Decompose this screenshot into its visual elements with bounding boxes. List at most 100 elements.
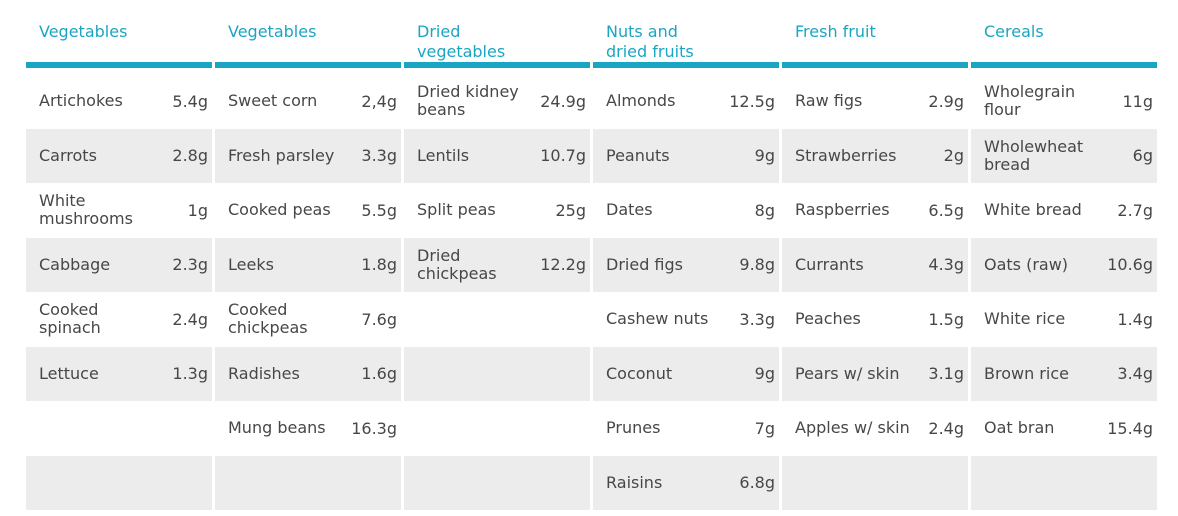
- table-row: Peanuts 9g: [593, 128, 779, 183]
- table-row: Pears w/ skin 3.1g: [782, 346, 968, 401]
- header-underline: [782, 62, 968, 68]
- table-row: Sweet corn 2,4g: [215, 74, 401, 129]
- column-cereals: Cereals Wholegrain flour 11g Wholewheat b…: [971, 0, 1157, 510]
- table-row: Dried chickpeas 12.2g: [404, 237, 590, 292]
- fiber-value: 12.2g: [540, 255, 586, 275]
- column-header-label: Nuts and dried fruits: [606, 22, 694, 61]
- column-rows: Raw figs 2.9g Strawberries 2g Raspberries 6…: [782, 74, 968, 510]
- fiber-value: 9g: [754, 364, 775, 384]
- column-header-label: Cereals: [984, 22, 1044, 41]
- table-row: Fresh parsley 3.3g: [215, 128, 401, 183]
- food-name: Sweet corn: [228, 91, 318, 111]
- food-name: Coconut: [606, 363, 673, 383]
- fiber-value: 1.4g: [1117, 309, 1153, 329]
- column-rows: Dried kidney beans 24.9g Lentils 10.7g Spl…: [404, 74, 590, 510]
- fiber-value: 2.4g: [928, 418, 964, 438]
- table-row: Lettuce 1.3g: [26, 346, 212, 401]
- food-name: Raisins: [606, 472, 663, 492]
- table-row: Cooked peas 5.5g: [215, 183, 401, 238]
- table-row: White bread 2.7g: [971, 183, 1157, 238]
- fiber-value: 1.3g: [172, 364, 208, 384]
- food-name: Strawberries: [795, 145, 897, 165]
- food-name: Artichokes: [39, 91, 123, 111]
- table-row: Brown rice 3.4g: [971, 346, 1157, 401]
- food-name: White rice: [984, 309, 1066, 329]
- fiber-value: 8g: [754, 200, 775, 220]
- food-name: Cooked peas: [228, 200, 331, 220]
- fiber-value: 5.4g: [172, 91, 208, 111]
- fiber-value: 5.5g: [361, 200, 397, 220]
- table-row: [971, 455, 1157, 510]
- fiber-value: 1.8g: [361, 255, 397, 275]
- column-header-label: Vegetables: [39, 22, 128, 41]
- table-row: Raisins 6.8g: [593, 455, 779, 510]
- table-row: Strawberries 2g: [782, 128, 968, 183]
- food-name: Cooked chickpeas: [228, 300, 308, 338]
- table-row: Radishes 1.6g: [215, 346, 401, 401]
- table-row: Wholewheat bread 6g: [971, 128, 1157, 183]
- fiber-value: 3.1g: [928, 364, 964, 384]
- table-row: Carrots 2.8g: [26, 128, 212, 183]
- food-name: Lentils: [417, 145, 470, 165]
- table-row: Mung beans 16.3g: [215, 401, 401, 456]
- fiber-value: 12.5g: [729, 91, 775, 111]
- column-header: Vegetables: [26, 0, 212, 68]
- table-row: Lentils 10.7g: [404, 128, 590, 183]
- column-header-label: Vegetables: [228, 22, 317, 41]
- table-row: [404, 346, 590, 401]
- food-name: Dates: [606, 200, 653, 220]
- column-header: Vegetables: [215, 0, 401, 68]
- fiber-value: 2.9g: [928, 91, 964, 111]
- fiber-value: 4.3g: [928, 255, 964, 275]
- column-header: Fresh fruit: [782, 0, 968, 68]
- fiber-value: 7.6g: [361, 309, 397, 329]
- fiber-value: 6.5g: [928, 200, 964, 220]
- table-row: Almonds 12.5g: [593, 74, 779, 129]
- table-row: Coconut 9g: [593, 346, 779, 401]
- fiber-value: 15.4g: [1107, 418, 1153, 438]
- food-name: Pears w/ skin: [795, 363, 900, 383]
- column-rows: Artichokes 5.4g Carrots 2.8g White mushroo…: [26, 74, 212, 510]
- fiber-value: 2.7g: [1117, 200, 1153, 220]
- food-name: Lettuce: [39, 363, 99, 383]
- food-name: Fresh parsley: [228, 145, 335, 165]
- food-name: Peaches: [795, 309, 861, 329]
- column-vegetables-2: Vegetables Sweet corn 2,4g Fresh parsley 3…: [215, 0, 401, 510]
- column-rows: Almonds 12.5g Peanuts 9g Dates 8g Dried fig…: [593, 74, 779, 510]
- fiber-value: 1g: [187, 200, 208, 220]
- fiber-value: 1.6g: [361, 364, 397, 384]
- food-name: Oats (raw): [984, 254, 1069, 274]
- table-row: [404, 292, 590, 347]
- fiber-value: 10.6g: [1107, 255, 1153, 275]
- fiber-value: 9.8g: [739, 255, 775, 275]
- food-name: Wholegrain flour: [984, 82, 1076, 120]
- fiber-value: 3.4g: [1117, 364, 1153, 384]
- table-row: Oats (raw) 10.6g: [971, 237, 1157, 292]
- table-row: Peaches 1.5g: [782, 292, 968, 347]
- food-name: Apples w/ skin: [795, 418, 910, 438]
- table-row: [404, 401, 590, 456]
- table-row: [404, 455, 590, 510]
- fiber-value: 11g: [1122, 91, 1153, 111]
- fiber-value: 16.3g: [351, 418, 397, 438]
- table-row: [26, 401, 212, 456]
- food-name: Raw figs: [795, 91, 863, 111]
- fiber-value: 7g: [754, 418, 775, 438]
- column-dried-vegetables: Dried vegetables Dried kidney beans 24.9g…: [404, 0, 590, 510]
- fiber-value: 2.8g: [172, 146, 208, 166]
- food-name: Dried kidney beans: [417, 82, 519, 120]
- food-name: Wholewheat bread: [984, 136, 1084, 174]
- table-row: [26, 455, 212, 510]
- column-header: Nuts and dried fruits: [593, 0, 779, 68]
- food-name: Brown rice: [984, 363, 1069, 383]
- food-name: White bread: [984, 200, 1082, 220]
- table-row: Dried kidney beans 24.9g: [404, 74, 590, 129]
- food-name: Dried figs: [606, 254, 683, 274]
- table-row: Cooked spinach 2.4g: [26, 292, 212, 347]
- table-row: Oat bran 15.4g: [971, 401, 1157, 456]
- fiber-value: 6.8g: [739, 473, 775, 493]
- food-name: Carrots: [39, 145, 97, 165]
- table-row: Raspberries 6.5g: [782, 183, 968, 238]
- food-name: Almonds: [606, 91, 676, 111]
- food-name: Radishes: [228, 363, 300, 383]
